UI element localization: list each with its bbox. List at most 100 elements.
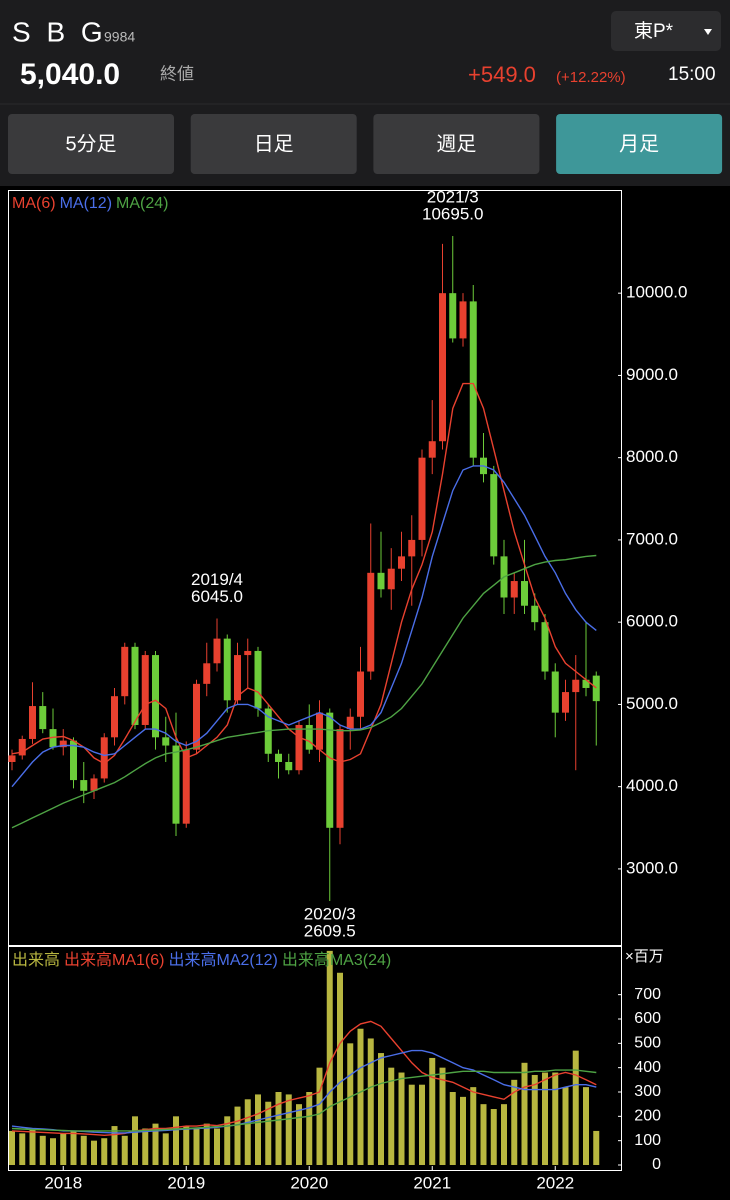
- tab[interactable]: 月足: [556, 114, 723, 174]
- candle-body: [275, 753, 282, 762]
- candle-body: [59, 740, 67, 748]
- candle-body: [541, 622, 549, 672]
- volume-bar: [398, 1072, 405, 1165]
- x-tick-label: 2021: [413, 1173, 451, 1192]
- candle-body: [510, 581, 518, 598]
- candle-body: [111, 696, 118, 738]
- volume-bar: [531, 1074, 538, 1165]
- legend-entry: MA(6): [12, 195, 56, 212]
- tab-button[interactable]: [8, 114, 174, 174]
- tab-label[interactable]: 5分足: [65, 132, 116, 155]
- tab[interactable]: 5分足: [8, 114, 174, 174]
- volume-bar: [306, 1092, 313, 1165]
- volume-bar: [521, 1062, 528, 1165]
- candle-body: [316, 712, 323, 750]
- volume-bar: [152, 1123, 159, 1165]
- volume-bar: [203, 1123, 210, 1165]
- tab-button[interactable]: [556, 114, 723, 174]
- candle-body: [418, 457, 426, 540]
- volume-bar: [593, 1130, 600, 1165]
- candle-body: [387, 568, 395, 590]
- dropdown-box[interactable]: [611, 11, 721, 51]
- volume-bar: [480, 1104, 487, 1165]
- tab[interactable]: 日足: [190, 114, 357, 174]
- volume-bar: [19, 1133, 26, 1165]
- legend-entry: MA(24): [116, 195, 168, 212]
- candle-body: [582, 679, 590, 688]
- candle-body: [285, 761, 293, 771]
- market[interactable]: 東P*: [634, 20, 674, 42]
- tab[interactable]: 週足: [373, 114, 540, 174]
- legend: 出来高 出来高MA1(6) 出来高MA2(12) 出来高MA3(24): [12, 951, 391, 969]
- candle-body: [18, 738, 26, 756]
- candle-body: [121, 646, 129, 697]
- candle-body: [254, 650, 262, 709]
- x-tick-label: 2019: [167, 1173, 205, 1192]
- tabs: 5分足 日足 週足 月足: [8, 114, 723, 174]
- price-label: 終値: [160, 64, 194, 83]
- annotation-value: 2609.5: [304, 922, 356, 941]
- legend-entry: 出来高: [12, 951, 60, 969]
- candle-body: [326, 712, 334, 828]
- candle-body: [172, 745, 180, 824]
- volume-bar: [214, 1128, 220, 1165]
- candle-body: [490, 474, 498, 557]
- volume-bar: [501, 1104, 507, 1165]
- candle-body: [295, 724, 303, 771]
- volume-bar: [111, 1126, 118, 1165]
- tab-button[interactable]: [190, 114, 357, 174]
- volume-bar: [9, 1130, 15, 1165]
- volume-bar: [357, 1028, 364, 1165]
- candle-body: [162, 737, 170, 746]
- volume-bar: [142, 1128, 149, 1165]
- volume-bar: [562, 1087, 569, 1165]
- candle-body: [346, 716, 354, 730]
- tab-label[interactable]: 月足: [619, 133, 659, 155]
- candle-body: [531, 605, 539, 623]
- dropdown-arrow[interactable]: [704, 29, 712, 35]
- tab-label[interactable]: 週足: [436, 132, 476, 155]
- volume-bar: [29, 1128, 36, 1165]
- y-tick-label: 9000.0: [626, 365, 678, 384]
- volume-bar: [378, 1053, 384, 1165]
- market-dropdown[interactable]: 東P*: [611, 11, 721, 51]
- time: 15:00: [668, 64, 716, 85]
- volume-bar: [388, 1067, 395, 1165]
- volume-bar: [101, 1138, 108, 1165]
- candle-body: [592, 675, 600, 702]
- candle-body: [213, 638, 221, 664]
- annotation-date: 2020/3: [304, 905, 356, 924]
- y-tick-label: 3000.0: [626, 858, 678, 877]
- legend-entry: MA(12): [60, 195, 112, 212]
- candle-body: [131, 646, 139, 725]
- y-tick-label: 600: [634, 1010, 661, 1027]
- volume-bar: [511, 1079, 518, 1165]
- candle-body: [182, 749, 190, 824]
- tab-button[interactable]: [373, 114, 540, 174]
- y-tick-label: 5000.0: [626, 694, 678, 713]
- unit-label: ×百万: [625, 948, 664, 965]
- candle-body: [39, 706, 47, 730]
- legend-entry: 出来高MA2(12): [168, 951, 277, 969]
- candle-body: [408, 539, 416, 557]
- volume-bar: [234, 1106, 241, 1165]
- volume-bar: [490, 1109, 497, 1165]
- candle-body: [377, 572, 385, 590]
- tab-label[interactable]: 日足: [254, 133, 294, 155]
- volume-bar: [80, 1135, 87, 1165]
- annotation-value: 10695.0: [422, 204, 483, 223]
- candle-body: [459, 301, 467, 339]
- volume-bar: [449, 1092, 456, 1165]
- volume-bar: [183, 1126, 190, 1165]
- candle-body: [223, 638, 231, 701]
- volume-bar: [429, 1057, 436, 1165]
- price: 5,040.0: [20, 58, 120, 91]
- y-tick-label: 0: [652, 1156, 661, 1173]
- volume-bar: [60, 1133, 67, 1165]
- change: +549.0: [468, 62, 536, 87]
- candle-body: [80, 780, 88, 791]
- candle-body: [367, 572, 375, 672]
- volume-bar: [583, 1087, 589, 1165]
